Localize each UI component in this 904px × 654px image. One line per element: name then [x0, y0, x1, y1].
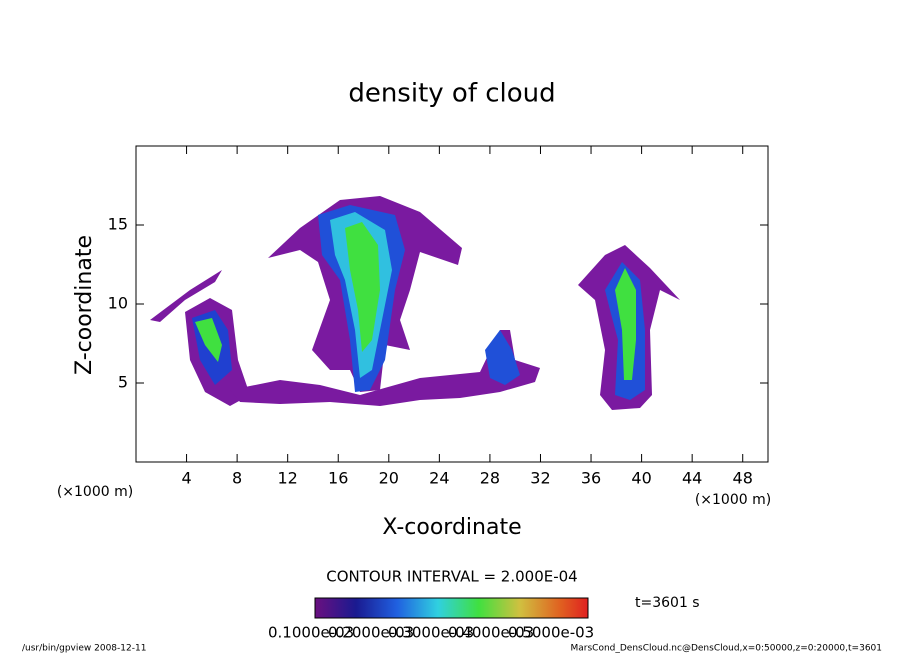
x-tick-label: 40	[631, 469, 651, 488]
x-tick-label: 28	[480, 469, 500, 488]
y-axis-label: Z-coordinate	[72, 235, 97, 375]
x-tick-label: 44	[682, 469, 702, 488]
x-axis-label: X-coordinate	[382, 515, 521, 540]
x-tick-label: 16	[328, 469, 348, 488]
cloud-region	[195, 318, 222, 362]
cloud-region	[485, 330, 520, 385]
x-tick-label: 32	[530, 469, 550, 488]
y-tick-label: 15	[108, 215, 128, 234]
x-tick-label: 48	[733, 469, 753, 488]
x-tick-label: 8	[232, 469, 242, 488]
contour-interval: CONTOUR INTERVAL = 2.000E-04	[326, 568, 577, 586]
colorbar-label: 0.1000e-03	[268, 624, 354, 642]
chart-title: density of cloud	[348, 79, 555, 109]
colorbar-label: 0.3000e-03	[388, 624, 474, 642]
footer-left: /usr/bin/gpview 2008-12-11	[22, 644, 146, 654]
y-tick-label: 5	[118, 373, 128, 392]
plot-frame	[135, 145, 769, 463]
cloud-region	[615, 268, 636, 380]
x-tick-label: 36	[581, 469, 601, 488]
x-tick-label: 12	[278, 469, 298, 488]
y-tick-label: 10	[108, 294, 128, 313]
colorbar-label: 0.5000e-03	[508, 624, 594, 642]
x-tick-label: 20	[379, 469, 399, 488]
time-label: t=3601 s	[635, 595, 700, 611]
cloud-region	[150, 270, 222, 322]
y-unit-label: (×1000 m)	[57, 484, 133, 500]
colorbar-label: 0.2000e-03	[328, 624, 414, 642]
x-tick-label: 4	[181, 469, 191, 488]
colorbar-label: 0.4000e-03	[448, 624, 534, 642]
colorbar	[314, 597, 589, 619]
cloud-region	[230, 330, 540, 406]
cloud-region	[345, 222, 380, 352]
footer-right: MarsCond_DensCloud.nc@DensCloud,x=0:5000…	[571, 644, 883, 654]
x-unit-label: (×1000 m)	[695, 492, 771, 508]
contour-field	[150, 196, 680, 410]
x-tick-label: 24	[429, 469, 449, 488]
